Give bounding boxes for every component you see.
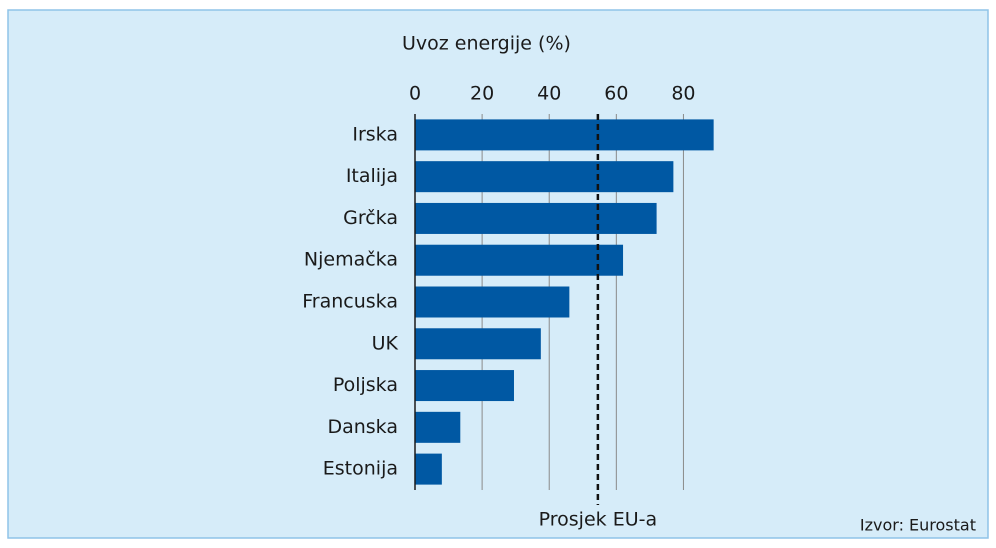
x-tick-label: 0 [409, 83, 421, 105]
source: Izvor: Eurostat [860, 516, 976, 535]
y-tick-label: Estonija [323, 458, 398, 480]
x-tick-label: 60 [604, 83, 628, 105]
bar [415, 411, 461, 443]
bar [415, 202, 657, 234]
y-tick-label: Francuska [302, 291, 398, 313]
y-tick-label: Danska [327, 416, 398, 438]
bar [415, 286, 570, 318]
reference-label: Prosjek EU-a [539, 509, 657, 531]
chart-title: Uvoz energije (%) [402, 33, 571, 55]
x-tick-label: 40 [537, 83, 561, 105]
x-tick-label: 20 [470, 83, 494, 105]
y-tick-label: UK [372, 332, 399, 354]
bar [415, 119, 714, 151]
y-tick-label: Grčka [343, 207, 398, 229]
y-tick-label: Irska [352, 123, 398, 145]
y-tick-label: Njemačka [304, 249, 398, 271]
bar [415, 328, 541, 360]
y-tick-label: Poljska [333, 374, 398, 396]
bar [415, 370, 514, 402]
bar [415, 161, 674, 193]
y-tick-label: Italija [346, 165, 398, 187]
x-tick-label: 80 [671, 83, 695, 105]
bar [415, 244, 624, 276]
bar [415, 453, 442, 485]
